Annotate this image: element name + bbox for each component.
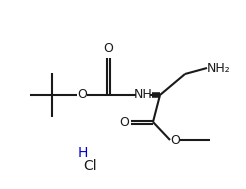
Text: O: O [119, 115, 129, 129]
Text: H: H [78, 146, 88, 160]
Text: NH: NH [134, 88, 152, 101]
Text: Cl: Cl [83, 159, 97, 173]
Text: NH₂: NH₂ [207, 61, 231, 74]
Text: O: O [170, 133, 180, 146]
Text: O: O [103, 43, 113, 56]
Text: O: O [77, 88, 87, 101]
